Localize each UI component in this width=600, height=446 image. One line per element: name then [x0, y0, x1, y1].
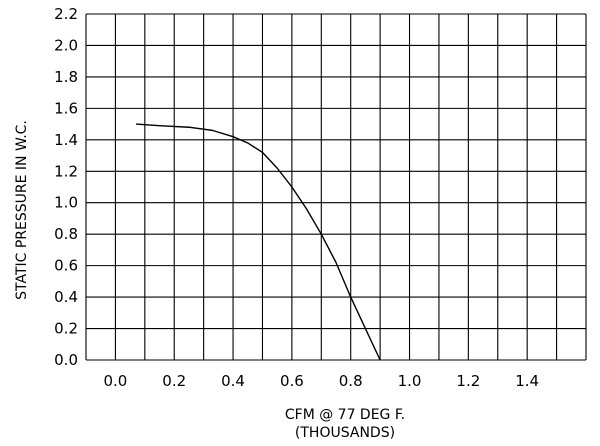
x-axis-label-line1: CFM @ 77 DEG F. — [285, 407, 405, 423]
y-tick-label: 1.4 — [54, 131, 78, 149]
y-tick-label: 2.2 — [54, 5, 78, 23]
series-line — [135, 123, 381, 361]
y-tick-label: 0.0 — [54, 351, 78, 369]
x-tick-label: 1.2 — [456, 372, 480, 390]
y-tick-label: 1.0 — [54, 194, 78, 212]
y-tick-label: 0.6 — [54, 257, 78, 275]
y-tick-label: 1.6 — [54, 99, 78, 117]
y-tick-label: 0.8 — [54, 225, 78, 243]
x-tick-label: 0.4 — [221, 372, 245, 390]
x-axis-label-line2: (THOUSANDS) — [295, 425, 395, 441]
series — [135, 123, 381, 361]
x-tick-label: 0.2 — [162, 372, 186, 390]
x-tick-label: 1.0 — [398, 372, 422, 390]
x-tick-label: 0.0 — [103, 372, 127, 390]
y-tick-label: 2.0 — [54, 36, 78, 54]
y-axis-label: STATIC PRESSURE IN W.C. — [14, 120, 30, 300]
y-tick-label: 1.2 — [54, 162, 78, 180]
y-tick-label: 0.4 — [54, 288, 78, 306]
x-tick-label: 0.6 — [280, 372, 304, 390]
grid — [85, 13, 587, 361]
y-tick-label: 1.8 — [54, 68, 78, 86]
x-tick-label: 0.8 — [339, 372, 363, 390]
y-tick-label: 0.2 — [54, 320, 78, 338]
y-tick-labels: 0.0 0.2 0.4 0.6 0.8 1.0 1.2 1.4 1.6 1.8 2.0 2.2 — [54, 5, 78, 369]
x-tick-labels: 0.0 0.2 0.4 0.6 0.8 1.0 1.2 1.4 — [103, 372, 539, 390]
x-tick-label: 1.4 — [515, 372, 539, 390]
